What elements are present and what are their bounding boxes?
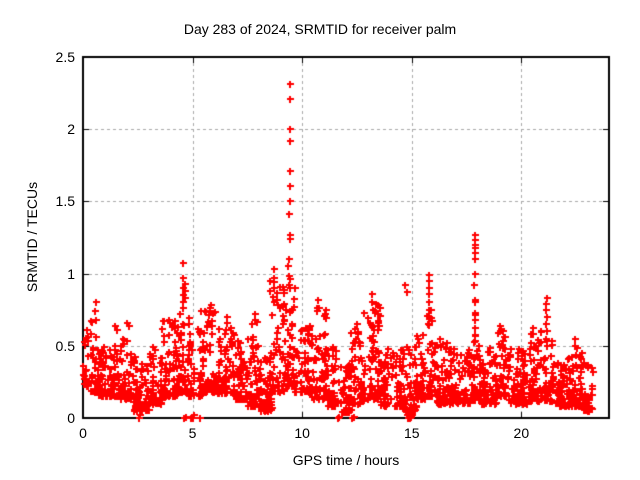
y-tick-label: 0.5: [55, 337, 75, 354]
y-tick-label: 2.5: [55, 49, 75, 65]
y-tick-label: 1.5: [55, 193, 75, 210]
x-tick-label: 0: [79, 425, 87, 441]
x-tick-label: 10: [294, 425, 310, 441]
y-tick-label: 0: [67, 410, 75, 426]
x-tick-label: 5: [188, 425, 197, 441]
chart-title: Day 283 of 2024, SRMTID for receiver pal…: [183, 21, 457, 37]
x-tick-label: 20: [513, 425, 530, 441]
y-tick-label: 1: [67, 265, 75, 282]
x-axis-label: GPS time / hours: [292, 452, 400, 468]
y-tick-label: 2: [67, 121, 75, 138]
y-axis-label-text: SRMTID / TECUs: [24, 181, 40, 293]
x-tick-label: 15: [403, 425, 420, 441]
